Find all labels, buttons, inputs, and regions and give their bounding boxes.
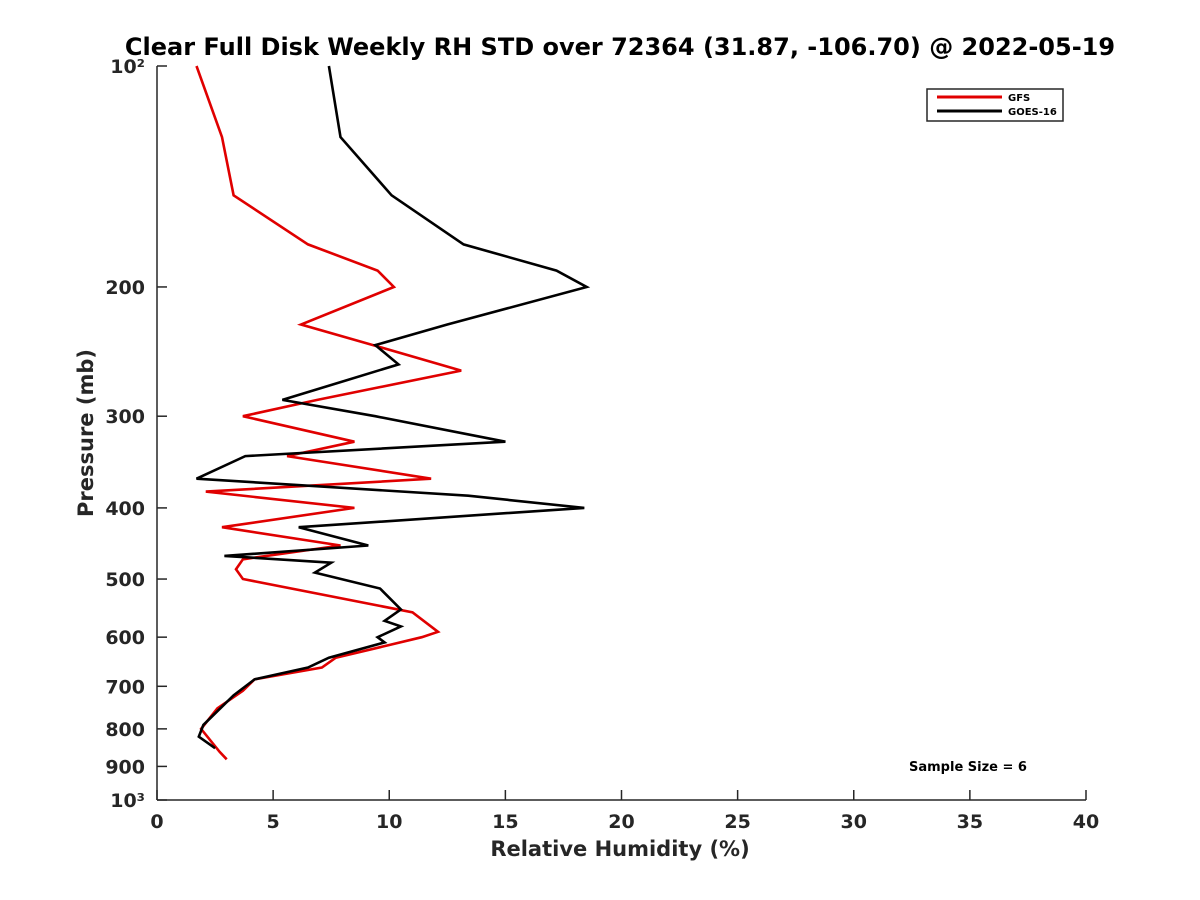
y-tick-label: 10³ [110, 790, 145, 812]
x-tick-label: 15 [492, 811, 518, 833]
y-tick-label: 700 [105, 676, 145, 698]
y-tick-label: 500 [105, 569, 145, 591]
legend-box [926, 88, 1064, 122]
y-tick-label: 900 [105, 756, 145, 778]
x-tick-label: 25 [724, 811, 750, 833]
legend-label-goes16: GOES-16 [1008, 107, 1057, 118]
axes: 0 5 10 15 20 25 30 35 40 10² 200 300 400 500 600 700 800… [105, 56, 1099, 833]
y-tick-label: 800 [105, 719, 145, 741]
x-tick-label: 35 [957, 811, 983, 833]
x-axis-label: Relative Humidity (%) [490, 837, 749, 861]
x-tick-label: 5 [267, 811, 280, 833]
x-tick-label: 30 [841, 811, 867, 833]
x-tick-label: 10 [376, 811, 402, 833]
sample-size-annotation: Sample Size = 6 [909, 760, 1027, 775]
y-tick-label: 600 [105, 627, 145, 649]
legend: GFS GOES-16 [926, 88, 1064, 122]
y-tick-label: 200 [105, 277, 145, 299]
x-tick-label: 20 [608, 811, 634, 833]
x-tick-label: 40 [1073, 811, 1099, 833]
y-tick-label: 300 [105, 406, 145, 428]
x-tick-label: 0 [150, 811, 163, 833]
series-line-gfs [195, 65, 462, 761]
y-axis-label: Pressure (mb) [74, 349, 98, 517]
legend-label-gfs: GFS [1008, 93, 1030, 104]
y-tick-label: 400 [105, 498, 145, 520]
y-tick-label: 10² [110, 56, 145, 78]
series-line-goes-16 [195, 65, 591, 750]
plot-lines [195, 65, 591, 761]
chart-title: Clear Full Disk Weekly RH STD over 72364… [125, 33, 1115, 61]
